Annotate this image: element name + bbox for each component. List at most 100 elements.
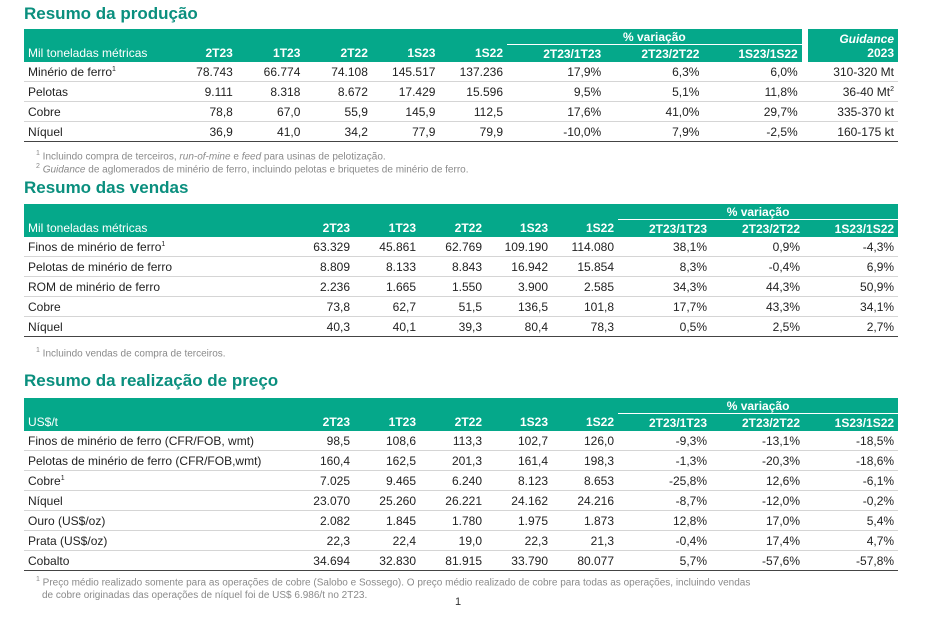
table-cell: 21,3	[552, 530, 619, 551]
row-label: Pelotas de minério de ferro	[24, 256, 284, 277]
table-cell: 2.236	[284, 276, 354, 297]
table-cell: -6,1%	[804, 470, 899, 491]
table-cell: 38,1%	[618, 237, 712, 257]
table-cell: 41,0%	[605, 101, 704, 122]
table-cell: 7.025	[284, 470, 354, 491]
table-row: Pelotas de minério de ferro (CFR/FOB,wmt…	[24, 450, 899, 471]
price-header-1: 2T23	[284, 413, 354, 431]
sales-header-3: 2T22	[420, 219, 486, 237]
row-label: Finos de minério de ferro1	[24, 237, 284, 257]
guidance-cell: 160-175 kt	[807, 121, 898, 142]
sales-header-6: 2T23/1T23	[618, 219, 712, 237]
table-cell: 74.108	[304, 62, 372, 82]
table-cell: 145,9	[371, 101, 440, 122]
table-row: Finos de minério de ferro1 63.329 45.861 62…	[24, 237, 899, 257]
table-cell: 67,0	[236, 101, 305, 122]
table-cell: 51,5	[420, 296, 486, 317]
production-header-2: 1T23	[236, 44, 305, 62]
table-cell: 34,1%	[804, 296, 899, 317]
row-label: Níquel	[24, 316, 284, 337]
table-cell: -10,0%	[507, 121, 606, 142]
table-cell: 4,7%	[804, 530, 899, 551]
table-cell: 1.975	[486, 510, 552, 531]
table-row: Níquel 23.070 25.260 26.221 24.162 24.216 -8,7…	[24, 490, 899, 511]
table-cell: 34,2	[304, 121, 372, 142]
price-header-5: 1S22	[552, 413, 619, 431]
row-label: Cobre	[24, 296, 284, 317]
table-cell: 23.070	[284, 490, 354, 511]
production-footnote-2: 2 Guidance de aglomerados de minério de …	[36, 163, 469, 176]
table-cell: 137.236	[439, 62, 507, 82]
table-cell: 17.429	[371, 81, 440, 102]
table-row: Cobre1 7.025 9.465 6.240 8.123 8.653 -25,8% 12,…	[24, 470, 899, 491]
table-cell: 201,3	[420, 450, 486, 471]
footnote-marker: 1	[112, 65, 116, 73]
table-cell: 36,9	[173, 121, 237, 142]
table-row: Pelotas de minério de ferro 8.809 8.133 8.8…	[24, 256, 899, 277]
table-cell: 16.942	[486, 256, 552, 277]
table-cell: 1.665	[354, 276, 420, 297]
table-cell: 8.133	[354, 256, 420, 277]
table-cell: -18,5%	[804, 431, 899, 451]
table-cell: 19,0	[420, 530, 486, 551]
table-cell: 2.082	[284, 510, 354, 531]
table-cell: 9,5%	[507, 81, 606, 102]
table-cell: 2,7%	[804, 316, 899, 337]
table-cell: 6,3%	[605, 62, 704, 82]
table-cell: 112,5	[439, 101, 507, 122]
table-cell: 33.790	[486, 550, 552, 571]
table-row: Níquel 36,9 41,0 34,2 77,9 79,9 -10,0% 7,9% -2,5…	[24, 121, 898, 142]
table-cell: 1.845	[354, 510, 420, 531]
production-header-5: 1S22	[439, 44, 507, 62]
sales-variation-label: % variação	[618, 204, 899, 220]
table-cell: 12,6%	[711, 470, 805, 491]
table-cell: 1.550	[420, 276, 486, 297]
row-label: Ouro (US$/oz)	[24, 510, 284, 531]
table-cell: 7,9%	[605, 121, 704, 142]
table-cell: 55,9	[304, 101, 372, 122]
table-cell: 6.240	[420, 470, 486, 491]
price-header-6: 2T23/1T23	[618, 413, 712, 431]
table-cell: 62,7	[354, 296, 420, 317]
table-cell: 63.329	[284, 237, 354, 257]
table-cell: 136,5	[486, 296, 552, 317]
table-row: Finos de minério de ferro (CFR/FOB, wmt)…	[24, 431, 899, 451]
table-cell: 161,4	[486, 450, 552, 471]
row-gap	[801, 62, 808, 82]
table-cell: 2,5%	[711, 316, 805, 337]
row-label: Minério de ferro1	[24, 62, 174, 82]
table-cell: 3.900	[486, 276, 552, 297]
table-cell: 114.080	[552, 237, 619, 257]
price-header-2: 1T23	[354, 413, 420, 431]
table-cell: 8.809	[284, 256, 354, 277]
table-cell: -9,3%	[618, 431, 712, 451]
table-cell: 1.873	[552, 510, 619, 531]
production-variation-label: % variação	[507, 29, 802, 45]
production-header-4: 1S23	[371, 44, 440, 62]
production-header-3: 2T22	[304, 44, 372, 62]
table-cell: 77,9	[371, 121, 440, 142]
sales-header-2: 1T23	[354, 219, 420, 237]
row-gap	[801, 101, 808, 122]
price-footnote: 1 Preço médio realizado somente para as …	[36, 576, 751, 602]
table-row: Ouro (US$/oz) 2.082 1.845 1.780 1.975 1.873 12…	[24, 510, 899, 531]
table-cell: 24.216	[552, 490, 619, 511]
production-title: Resumo da produção	[24, 4, 198, 23]
row-label: Cobre	[24, 101, 174, 122]
row-label: Cobre1	[24, 470, 284, 491]
sales-header-4: 1S23	[486, 219, 552, 237]
row-label: Finos de minério de ferro (CFR/FOB, wmt)	[24, 431, 284, 451]
price-title: Resumo da realização de preço	[24, 371, 279, 390]
footnote-marker: 1	[161, 240, 166, 248]
table-cell: -8,7%	[618, 490, 712, 511]
table-row: ROM de minério de ferro 2.236 1.665 1.550 3.…	[24, 276, 899, 297]
table-cell: -13,1%	[711, 431, 805, 451]
guidance-cell: 310-320 Mt	[807, 62, 898, 82]
table-cell: 78,3	[552, 316, 619, 337]
table-cell: 26.221	[420, 490, 486, 511]
table-cell: 41,0	[236, 121, 305, 142]
production-table: % variação Guidance 2023 Mil toneladas m…	[24, 29, 898, 142]
row-label: ROM de minério de ferro	[24, 276, 284, 297]
table-cell: 108,6	[354, 431, 420, 451]
production-header-7: 2T23/2T22	[605, 44, 704, 62]
